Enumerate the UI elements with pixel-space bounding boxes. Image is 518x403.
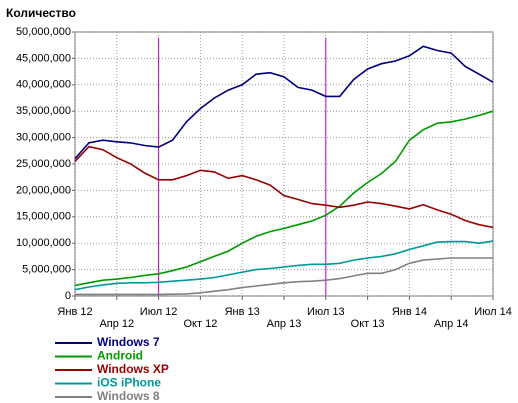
- x-tick-label: Апр 13: [267, 318, 302, 330]
- x-tick-label: Июл 12: [140, 306, 178, 318]
- y-tick-label: 50,000,000: [16, 26, 71, 38]
- x-tick-label: Окт 13: [351, 318, 385, 330]
- y-tick-label: 40,000,000: [16, 79, 71, 91]
- x-tick-label: Янв 12: [57, 306, 92, 318]
- legend-label: iOS iPhone: [97, 376, 161, 390]
- y-tick-label: 45,000,000: [16, 52, 71, 64]
- series-line: [74, 145, 494, 229]
- y-tick-label: 5,000,000: [22, 264, 71, 276]
- series-line: [74, 240, 494, 291]
- y-axis-title: Количество: [6, 6, 76, 20]
- series-line: [74, 110, 494, 287]
- legend-label: Android: [97, 349, 143, 363]
- y-tick-label: 15,000,000: [16, 211, 71, 223]
- legend-label: Windows XP: [97, 362, 169, 376]
- y-tick-label: 0: [65, 290, 71, 302]
- x-tick-label: Янв 13: [225, 306, 260, 318]
- series-line: [74, 45, 494, 160]
- x-tick-label: Янв 14: [392, 306, 427, 318]
- x-tick-label: Июл 13: [307, 306, 345, 318]
- legend-label: Windows 8: [97, 389, 160, 403]
- series-line: [75, 257, 493, 296]
- legend-label: Windows 7: [97, 335, 160, 349]
- y-tick-label: 30,000,000: [16, 132, 71, 144]
- x-tick-label: Окт 12: [183, 318, 217, 330]
- x-tick-label: Апр 12: [99, 318, 134, 330]
- y-tick-label: 10,000,000: [16, 237, 71, 249]
- x-tick-label: Апр 14: [434, 318, 469, 330]
- x-tick-label: Июл 14: [474, 306, 512, 318]
- y-tick-label: 35,000,000: [16, 105, 71, 117]
- y-tick-label: 25,000,000: [16, 158, 71, 170]
- y-tick-label: 20,000,000: [16, 184, 71, 196]
